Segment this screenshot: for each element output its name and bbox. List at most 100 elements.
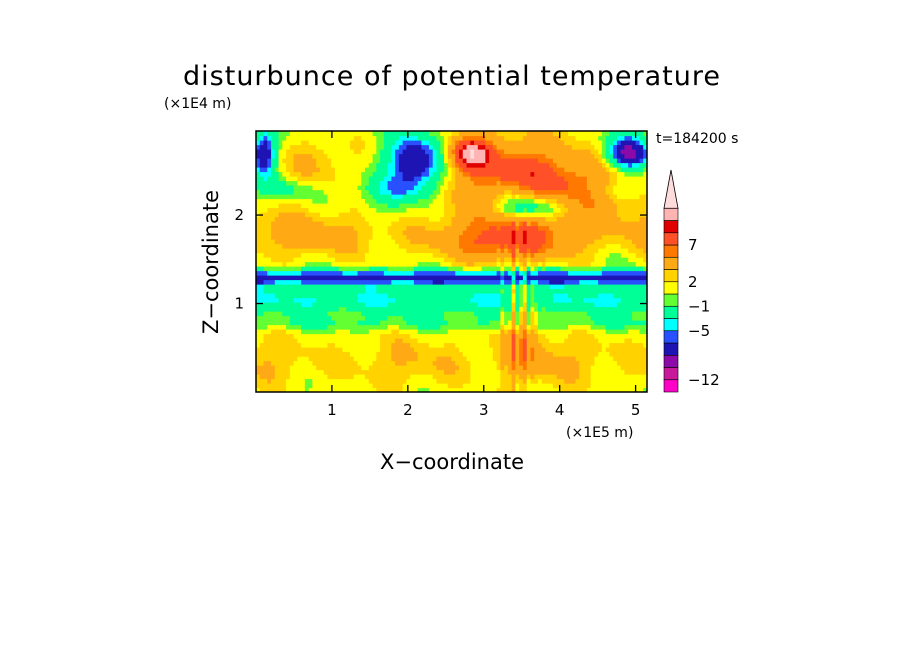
heatmap-cell [598,378,603,384]
heatmap-cell [323,329,329,335]
heatmap-cell [601,189,607,195]
heatmap-cell [549,288,554,294]
heatmap-cell [549,369,554,375]
heatmap-cell [274,320,280,326]
heatmap-cell [357,297,362,303]
heatmap-cell [263,185,268,191]
heatmap-cell [534,221,539,227]
heatmap-cell [447,329,453,335]
heatmap-cell [395,252,400,258]
heatmap-cell [474,203,479,209]
heatmap-cell [267,189,272,195]
heatmap-cell [492,387,498,392]
heatmap-cell [556,302,562,308]
heatmap-cell [537,216,543,222]
heatmap-cell [507,369,513,375]
heatmap-cell [365,351,370,357]
heatmap-cell [571,360,577,366]
heatmap-cell [500,347,505,353]
heatmap-cell [274,198,280,204]
heatmap-cell [586,257,592,263]
heatmap-cell [534,230,539,236]
heatmap-cell [492,329,498,335]
heatmap-cell [507,387,513,392]
heatmap-cell [293,329,298,335]
heatmap-cell [568,302,573,308]
heatmap-cell [425,288,430,294]
heatmap-cell [519,360,524,366]
heatmap-cell [383,207,389,213]
heatmap-cell [256,194,261,200]
heatmap-cell [398,342,404,348]
heatmap-cell [451,257,456,263]
heatmap-cell [590,275,595,281]
heatmap-cell [338,347,344,353]
heatmap-cell [459,180,464,186]
heatmap-cell [556,225,562,231]
heatmap-cell [620,248,626,254]
heatmap-cell [583,324,588,330]
heatmap-cell [553,252,558,258]
heatmap-cell [534,351,539,357]
heatmap-cell [274,185,280,191]
heatmap-cell [361,365,366,371]
heatmap-cell [357,311,362,317]
heatmap-cell [594,365,599,371]
heatmap-cell [489,207,494,213]
heatmap-cell [489,284,494,290]
heatmap-cell [406,194,411,200]
heatmap-cell [451,248,456,254]
heatmap-cell [256,270,261,276]
heatmap-cell [289,275,295,281]
heatmap-cell [319,374,325,380]
heatmap-cell [259,387,265,392]
heatmap-cell [628,239,633,245]
heatmap-cell [628,216,633,222]
heatmap-cell [289,198,295,204]
heatmap-cell [462,239,468,245]
heatmap-cell [620,297,626,303]
heatmap-cell [522,351,528,357]
heatmap-cell [515,243,520,249]
heatmap-cell [274,284,280,290]
heatmap-cell [372,252,377,258]
heatmap-cell [334,248,340,254]
heatmap-cell [631,329,637,335]
heatmap-cell [316,324,321,330]
heatmap-cell [425,347,430,353]
heatmap-cell [334,180,340,186]
heatmap-cell [368,356,374,362]
heatmap-cell [481,347,486,353]
heatmap-cell [331,347,336,353]
heatmap-cell [308,270,313,276]
heatmap-cell [613,216,618,222]
heatmap-cell [278,203,283,209]
heatmap-cell [304,311,310,317]
heatmap-cell [534,378,539,384]
heatmap-cell [575,315,580,321]
heatmap-cell [319,180,325,186]
heatmap-cell [256,275,261,281]
heatmap-cell [515,257,520,263]
heatmap-cell [256,252,261,258]
heatmap-cell [496,212,501,218]
heatmap-cell [267,257,272,263]
heatmap-cell [609,176,614,182]
heatmap-cell [274,378,280,384]
heatmap-cell [451,252,456,258]
heatmap-cell [338,360,344,366]
heatmap-cell [571,230,577,236]
heatmap-cell [365,180,370,186]
heatmap-cell [609,311,614,317]
heatmap-cell [308,293,313,299]
heatmap-cell [601,288,607,294]
heatmap-cell [447,270,453,276]
heatmap-cell [361,311,366,317]
heatmap-cell [601,374,607,380]
heatmap-cell [342,302,347,308]
heatmap-cell [383,221,389,227]
heatmap-cell [425,306,430,312]
heatmap-cell [398,180,404,186]
heatmap-cell [323,356,329,362]
heatmap-cell [365,293,370,299]
